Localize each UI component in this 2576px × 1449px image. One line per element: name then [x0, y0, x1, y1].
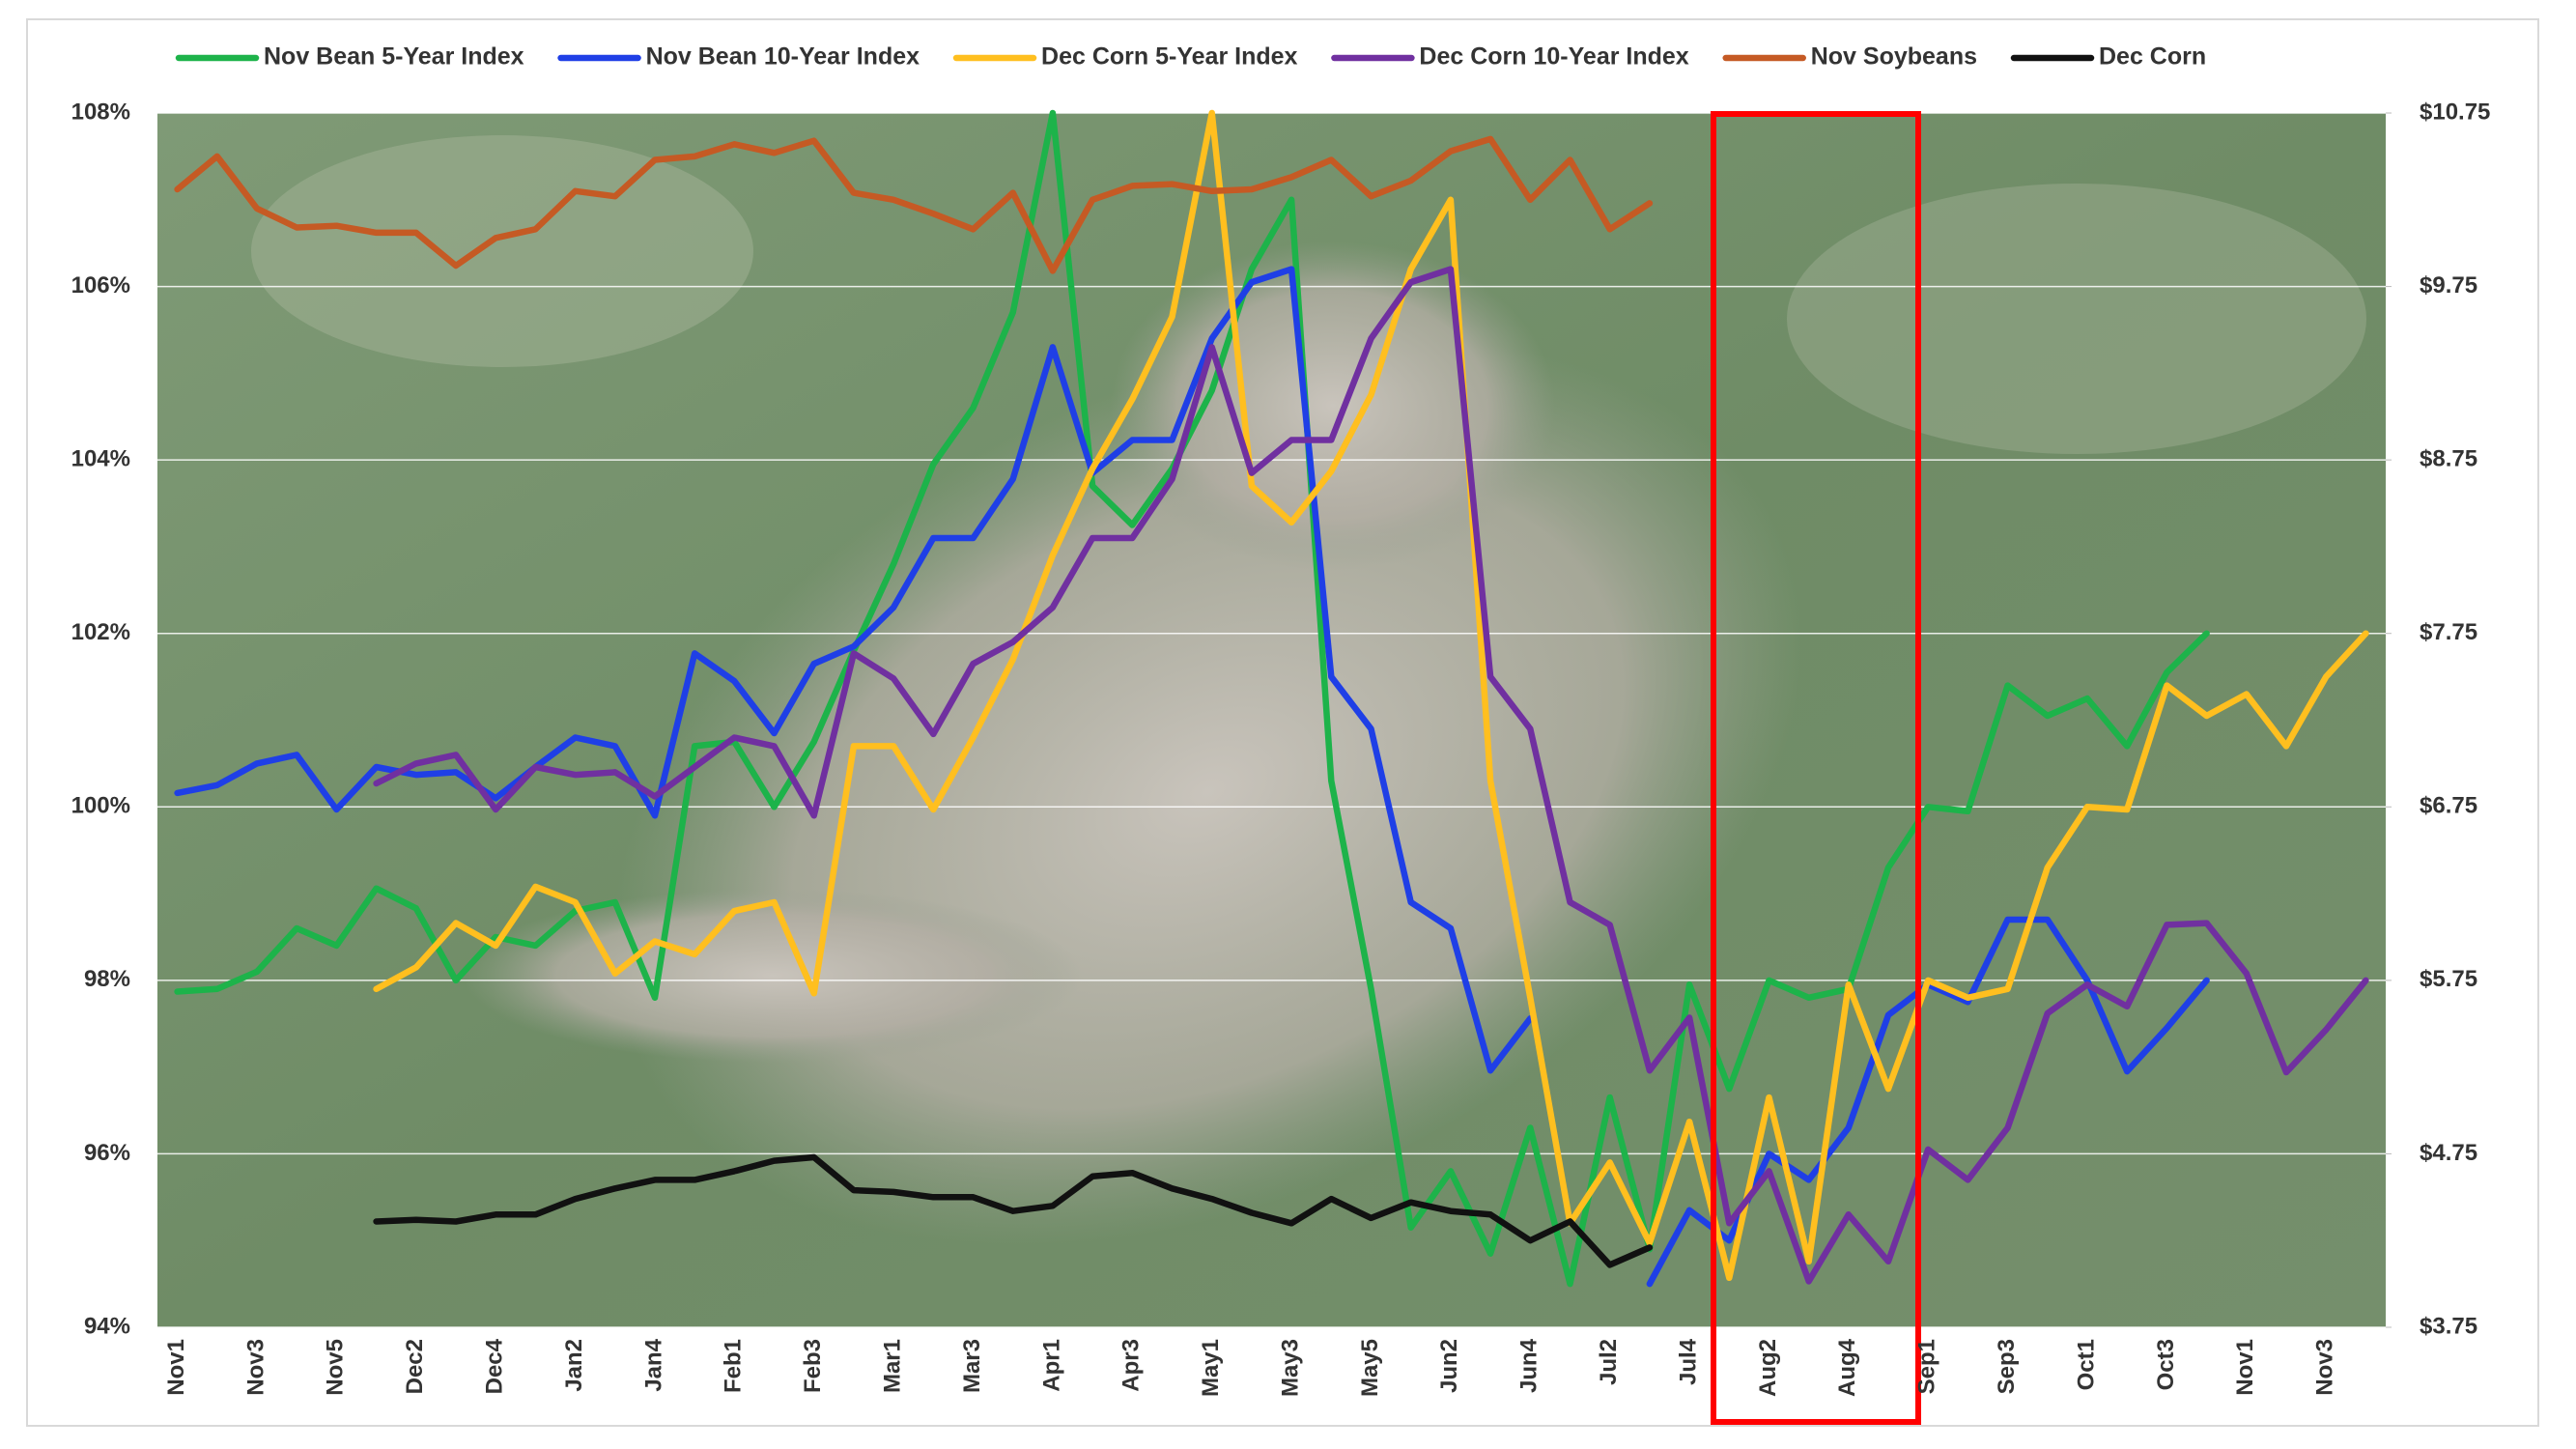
labels: 94% 96% 98% 100% 102% 104% 106% 108% $3.75 $4.75 $…: [71, 99, 2491, 1397]
x-tick-label: Jun4: [1516, 1338, 1543, 1393]
grid: [157, 112, 2392, 1328]
series-line: [174, 109, 2210, 1288]
background-photo: [157, 113, 2386, 1327]
series-lines: [174, 109, 2369, 1288]
y2-tick-label: $5.75: [2420, 966, 2477, 992]
y2-tick-label: $8.75: [2420, 445, 2477, 471]
highlight-box: [1711, 111, 1921, 1425]
x-tick-label: Oct3: [2153, 1339, 2179, 1390]
x-tick-label: May1: [1198, 1339, 1224, 1397]
legend-label: Nov Bean 10-Year Index: [646, 43, 920, 71]
y-tick-label: 102%: [71, 619, 130, 645]
y2-tick-label: $10.75: [2420, 99, 2490, 125]
legend-label: Dec Corn: [2099, 43, 2206, 71]
x-tick-label: Nov3: [2312, 1339, 2338, 1396]
legend-label: Dec Corn 5-Year Index: [1041, 43, 1297, 71]
x-tick-label: Dec4: [482, 1338, 508, 1394]
y2-tick-label: $7.75: [2420, 619, 2477, 645]
y2-tick-label: $3.75: [2420, 1313, 2477, 1339]
x-tick-label: Mar3: [959, 1339, 985, 1393]
x-tick-label: Aug2: [1755, 1339, 1781, 1397]
x-tick-label: Jul4: [1675, 1338, 1701, 1385]
series-line: [373, 1153, 1654, 1268]
x-tick-label: Dec2: [402, 1339, 428, 1394]
legend: Nov Bean 5-Year Index Nov Bean 10-Year In…: [175, 43, 2206, 71]
y-tick-label: 98%: [84, 966, 130, 992]
y2-tick-label: $4.75: [2420, 1140, 2477, 1166]
y2-tick-label: $6.75: [2420, 793, 2477, 819]
y-tick-label: 100%: [71, 793, 130, 819]
x-tick-label: Jan2: [561, 1339, 587, 1392]
x-tick-label: Aug4: [1834, 1338, 1860, 1397]
y2-tick-label: $9.75: [2420, 272, 2477, 298]
x-tick-label: Sep1: [1914, 1339, 1940, 1394]
y-tick-label: 106%: [71, 272, 130, 298]
x-tick-label: Feb1: [721, 1339, 747, 1393]
x-tick-label: Nov1: [163, 1339, 189, 1396]
series-line: [373, 266, 2369, 1285]
x-tick-label: Mar1: [879, 1339, 905, 1393]
x-tick-label: Nov1: [2232, 1339, 2258, 1396]
legend-label: Dec Corn 10-Year Index: [1419, 43, 1688, 71]
series-line: [373, 109, 2369, 1282]
x-tick-label: Jul2: [1596, 1339, 1622, 1385]
legend-label: Nov Bean 5-Year Index: [264, 43, 524, 71]
y-tick-label: 108%: [71, 99, 130, 125]
x-tick-label: Feb3: [800, 1339, 826, 1393]
x-tick-label: Jun2: [1436, 1339, 1462, 1393]
x-tick-label: May5: [1357, 1339, 1383, 1397]
x-tick-label: Apr1: [1038, 1339, 1064, 1392]
x-tick-label: May3: [1277, 1339, 1303, 1397]
y-tick-label: 96%: [84, 1140, 130, 1166]
series-line: [174, 135, 1654, 274]
x-tick-label: Jan4: [640, 1338, 666, 1391]
y-tick-label: 104%: [71, 445, 130, 471]
x-tick-label: Oct1: [2073, 1339, 2099, 1390]
x-tick-label: Nov3: [242, 1339, 269, 1396]
y-tick-label: 94%: [84, 1313, 130, 1339]
x-tick-label: Apr3: [1118, 1339, 1145, 1392]
legend-label: Nov Soybeans: [1811, 43, 1977, 71]
x-tick-label: Nov5: [323, 1339, 349, 1396]
x-tick-label: Sep3: [1994, 1339, 2020, 1394]
